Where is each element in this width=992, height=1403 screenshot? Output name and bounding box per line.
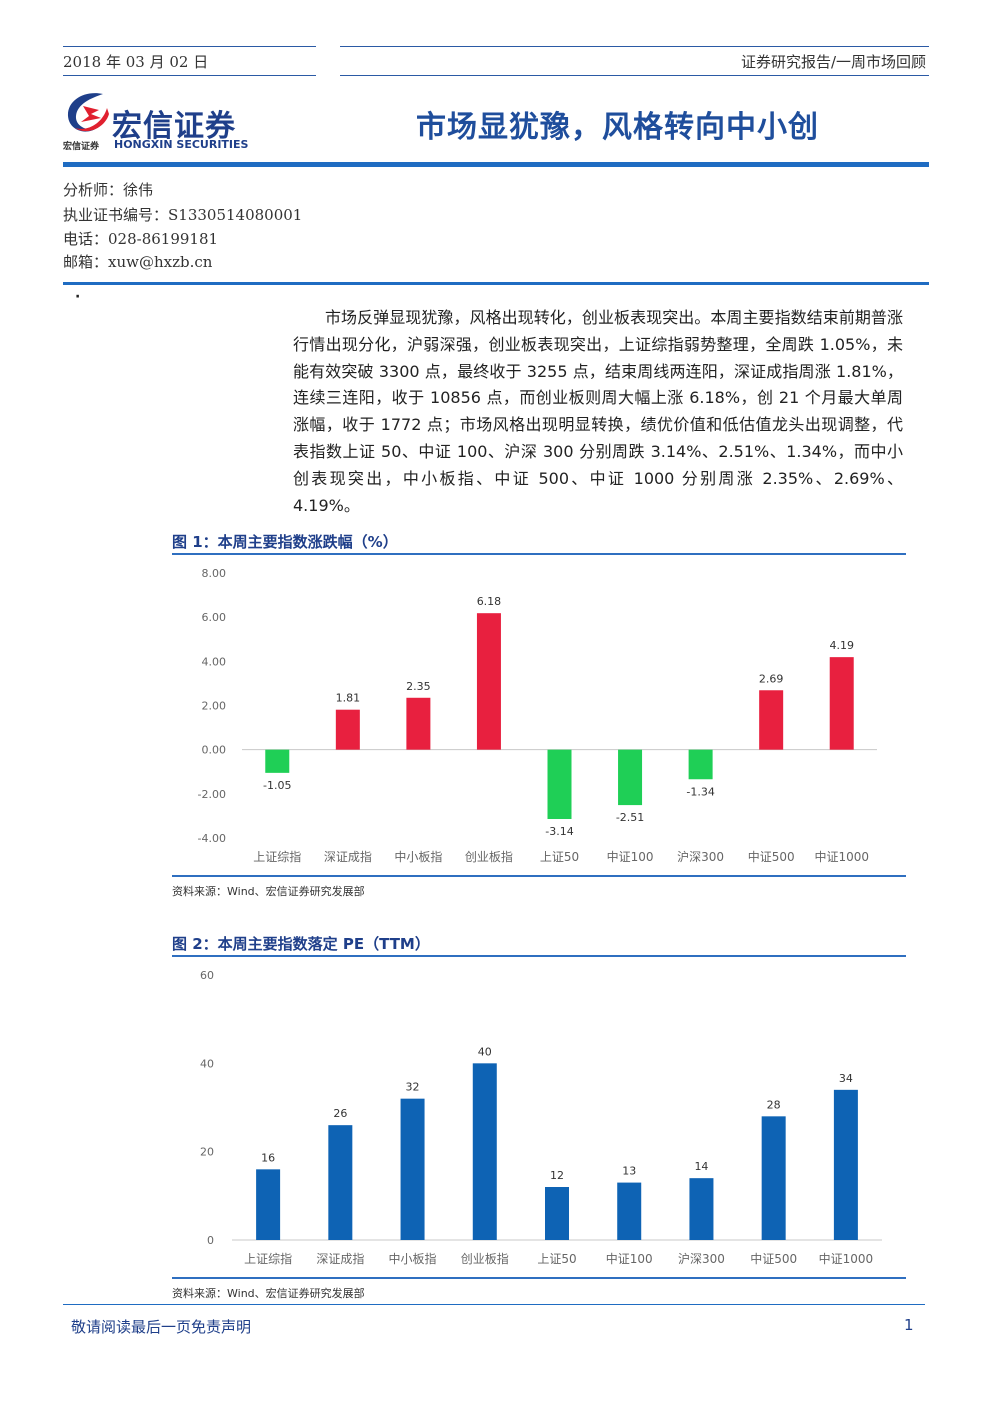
figure-2-bottom-line [172,1277,906,1279]
category-label: 中证500 [750,1251,797,1266]
bar-value-label: -3.14 [545,825,573,838]
figure-2-top-line [172,955,906,957]
category-label: 上证综指 [253,849,301,864]
header-top-line-right [340,46,929,47]
y-tick-label: 6.00 [202,611,227,624]
y-tick-label: 8.00 [202,567,227,580]
page-number: 1 [904,1316,914,1334]
bar-value-label: 6.18 [477,595,502,608]
bar-change [335,709,360,750]
category-label: 中证500 [748,849,795,864]
bullet-mark: · [75,289,81,305]
bar-change [759,690,784,750]
bar-value-label: -2.51 [616,811,644,824]
category-label: 创业板指 [461,1251,509,1266]
header-top-line-left [63,46,316,47]
header-bottom-line-right [340,75,929,76]
y-tick-label: 60 [200,969,214,982]
bar-change [618,749,643,806]
y-tick-label: 0 [207,1234,214,1247]
y-tick-label: 2.00 [202,700,227,713]
bar-value-label: 2.35 [406,680,431,693]
footer-line [63,1304,925,1305]
bar-pe [328,1125,353,1240]
bar-value-label: -1.05 [263,779,291,792]
bar-pe [689,1178,714,1240]
figure-2-source: 资料来源：Wind、宏信证券研究发展部 [172,1287,365,1300]
category-label: 中小板指 [394,849,442,864]
chart-index-pe: 60 40 20 0 16 上证综指 26 深证成指 32 中小板指 40 创业板指 12 上证50 13 中… [200,969,882,1266]
bar-change [688,749,713,780]
logo-sub-cn: 宏信证券 [63,142,100,152]
report-date: 2018 年 03 月 02 日 [63,53,209,71]
bar-change [476,613,501,750]
bar-value-label: 40 [478,1045,492,1058]
figure-2-title: 图 2：本周主要指数落定 PE（TTM） [172,935,430,953]
analyst-license: 执业证书编号：S1330514080001 [63,206,303,224]
bar-value-label: -1.34 [686,785,714,798]
header-bottom-line-left [63,75,316,76]
category-label: 中证100 [606,1251,653,1266]
footer-disclaimer: 敬请阅读最后一页免责声明 [71,1318,252,1336]
summary-paragraph: 市场反弹显现犹豫，风格出现转化，创业板表现突出。本周主要指数结束前期普涨行情出现… [293,308,903,515]
bar-value-label: 28 [767,1098,781,1111]
logo-icon [63,88,113,140]
analyst-phone: 电话：028-86199181 [63,230,219,248]
y-tick-label: -4.00 [198,832,226,845]
category-label: 中证1000 [814,849,869,864]
bar-value-label: 13 [622,1165,636,1178]
report-title: 市场显犹豫，风格转向中小创 [416,110,819,145]
category-label: 沪深300 [677,850,724,864]
bar-pe [833,1089,858,1240]
category-label: 中证1000 [819,1251,874,1266]
bar-pe [545,1187,569,1240]
category-label: 深证成指 [316,1251,364,1266]
figure-1-title: 图 1：本周主要指数涨跌幅（%） [172,533,398,551]
info-divider [63,282,929,285]
title-divider [63,162,929,167]
bar-value-label: 1.81 [336,692,361,705]
y-tick-label: -2.00 [198,788,226,801]
bar-value-label: 34 [839,1072,853,1085]
figure-1-source: 资料来源：Wind、宏信证券研究发展部 [172,885,365,898]
bar-value-label: 16 [261,1151,275,1164]
logo-sub-en: HONGXIN SECURITIES [114,138,249,151]
bar-change [829,657,854,750]
figure-1-bottom-line [172,875,906,877]
bar-value-label: 32 [406,1081,420,1094]
category-label: 创业板指 [465,849,513,864]
bar-pe [256,1169,281,1240]
bar-value-label: 12 [550,1169,564,1182]
y-tick-label: 20 [200,1146,214,1159]
category-label: 上证50 [537,1252,576,1266]
logo-name: 宏信证券 [112,109,236,144]
category-label: 中证100 [607,849,654,864]
bar-pe [617,1182,642,1240]
bar-value-label: 2.69 [759,672,784,685]
bar-change [547,749,572,820]
category-label: 深证成指 [324,849,372,864]
y-tick-label: 40 [200,1057,214,1070]
category-label: 上证50 [540,850,579,864]
category-label: 沪深300 [678,1252,725,1266]
bar-change [265,749,290,773]
bar-pe [400,1098,425,1240]
category-label: 中小板指 [389,1251,437,1266]
bar-pe [472,1063,497,1240]
category-label: 上证综指 [244,1251,292,1266]
bar-change [406,697,431,750]
bar-value-label: 4.19 [829,639,854,652]
report-type: 证券研究报告/一周市场回顾 [740,53,926,71]
y-tick-label: 0.00 [202,744,227,757]
analyst-email: 邮箱：xuw@hxzb.cn [63,253,213,271]
bar-pe [761,1116,786,1240]
analyst-name: 分析师：徐伟 [63,181,154,199]
bar-value-label: 14 [694,1160,708,1173]
bar-value-label: 26 [333,1107,347,1120]
chart-index-change: 8.00 6.00 4.00 2.00 0.00 -2.00 -4.00 -1.05 上证综指 1… [198,567,877,864]
y-tick-label: 4.00 [202,655,227,668]
figure-1-top-line [172,553,906,555]
